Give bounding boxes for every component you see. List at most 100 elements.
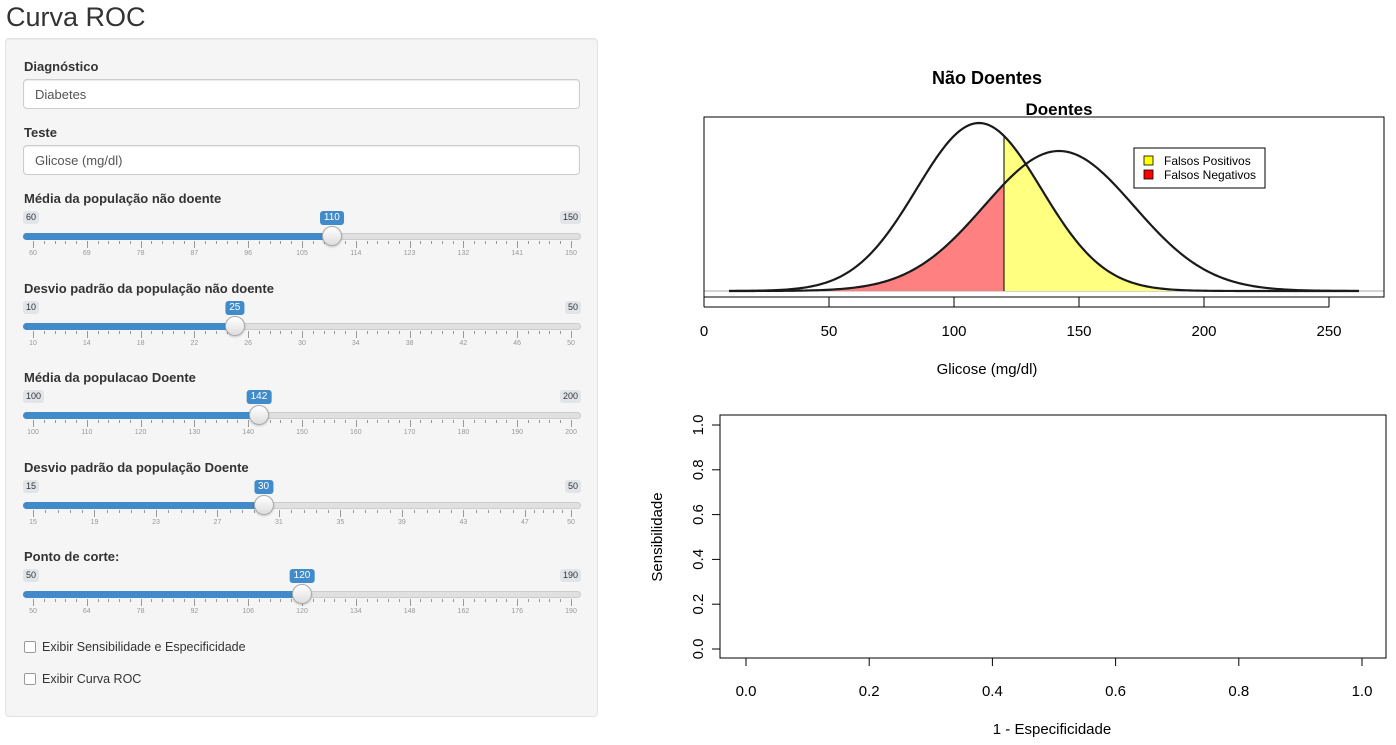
slider-minor-tick — [552, 510, 554, 513]
slider-minor-tick — [431, 599, 433, 602]
slider-minor-tick — [192, 510, 194, 513]
slider-minor-tick — [431, 420, 433, 423]
slider-minor-tick — [97, 599, 99, 602]
slider-dp-nao-doente[interactable]: 10 50 25 10 14 18 22 26 30 34 38 42 46 50 — [23, 301, 581, 361]
slider-minor-tick — [474, 420, 476, 423]
slider-handle[interactable] — [292, 584, 312, 604]
slider-minor-tick — [129, 331, 131, 334]
slider-handle[interactable] — [224, 316, 245, 336]
slider-handle[interactable] — [253, 495, 274, 515]
roc-plot-frame — [719, 414, 1387, 659]
slider-minor-tick — [538, 331, 540, 334]
slider-minor-tick — [420, 599, 422, 602]
slider-minor-tick — [388, 241, 390, 244]
slider-minor-tick — [97, 331, 99, 334]
slider-tick — [248, 599, 250, 606]
slider-minor-tick — [172, 241, 174, 244]
slider-minor-tick — [334, 420, 336, 423]
exibir-sens-espec-checkbox[interactable]: Exibir Sensibilidade e Especificidade — [24, 639, 246, 655]
slider-minor-tick — [441, 599, 443, 602]
slider-handle[interactable] — [248, 405, 269, 425]
slider-minor-tick — [474, 599, 476, 602]
slider-ponto-corte[interactable]: 50 190 120 50 64 78 92 106 120 134 148 162 176 190 — [23, 569, 581, 629]
slider-minor-tick — [452, 420, 454, 423]
slider-minor-tick — [291, 510, 293, 513]
slider-media-nao-doente[interactable]: 60 150 110 60 69 78 87 96 105 114 123 132 141 150 — [23, 211, 581, 271]
roc-x-tick-label: 0.4 — [982, 683, 1003, 700]
slider-minor-tick — [377, 241, 379, 244]
exibir-curva-roc-checkbox[interactable]: Exibir Curva ROC — [24, 671, 141, 687]
slider-tick-label: 78 — [136, 250, 145, 257]
slider-dp-doente[interactable]: 15 50 30 15 19 23 27 31 35 39 43 47 50 — [23, 480, 581, 540]
slider-minor-tick — [280, 599, 282, 602]
teste-input[interactable] — [23, 145, 580, 175]
slider-minor-tick — [441, 331, 443, 334]
slider-tick-label: 150 — [565, 250, 577, 257]
slider-minor-tick — [215, 599, 217, 602]
slider-minor-tick — [65, 241, 67, 244]
slider-tick-label: 150 — [296, 429, 308, 436]
density-x-axis-label: Glicose (mg/dl) — [937, 361, 1038, 378]
slider-minor-tick — [527, 599, 529, 602]
slider-minor-tick — [57, 510, 59, 513]
page-title: Curva ROC — [6, 2, 146, 32]
slider-minor-tick — [452, 241, 454, 244]
slider-minor-tick — [269, 420, 271, 423]
checkbox-box[interactable] — [24, 641, 36, 653]
slider-minor-tick — [258, 241, 260, 244]
slider-minor-tick — [172, 331, 174, 334]
slider-tick — [463, 241, 465, 248]
slider-minor-tick — [65, 420, 67, 423]
diagnostico-input[interactable] — [23, 79, 580, 109]
checkbox-label: Exibir Sensibilidade e Especificidade — [42, 640, 246, 654]
slider-tick-label: 31 — [275, 519, 283, 526]
roc-y-tick-label: 1.0 — [690, 415, 707, 436]
slider-minor-tick — [162, 420, 164, 423]
slider-tick — [33, 599, 34, 606]
slider-tick-label: 92 — [190, 608, 199, 615]
slider-tick-label: 134 — [349, 608, 362, 615]
slider-minor-tick — [215, 241, 217, 244]
slider-handle[interactable] — [321, 226, 342, 246]
density-plot: Não Doentes Doentes 0 50 100 150 200 250 Glic… — [700, 68, 1385, 378]
slider-minor-tick — [151, 241, 153, 244]
slider-minor-tick — [543, 510, 545, 513]
slider-minor-tick — [162, 331, 164, 334]
slider-tick — [409, 241, 411, 248]
slider-minor-tick — [269, 331, 271, 334]
slider-minor-tick — [426, 510, 428, 513]
slider-minor-tick — [388, 331, 390, 334]
slider-minor-tick — [484, 331, 486, 334]
density-legend: Falsos Positivos Falsos Negativos — [1133, 147, 1266, 189]
checkbox-box[interactable] — [24, 673, 36, 685]
slider-media-doente[interactable]: 100 200 142 100 110 120 130 140 150 160 170 180 190 2… — [23, 390, 581, 450]
slider-minor-tick — [76, 420, 78, 423]
slider-minor-tick — [334, 599, 336, 602]
slider-minor-tick — [119, 331, 121, 334]
slider-tick — [517, 331, 519, 338]
slider-tick-label: 140 — [242, 429, 255, 436]
slider-minor-tick — [538, 599, 540, 602]
slider-minor-tick — [254, 510, 256, 513]
slider-tick-label: 60 — [29, 250, 37, 257]
slider-minor-tick — [366, 331, 368, 334]
slider-value-label: 110 — [319, 211, 344, 225]
density-x-tick-label: 50 — [821, 323, 838, 340]
slider-tick-label: 110 — [81, 429, 93, 436]
slider-minor-tick — [323, 599, 325, 602]
slider-label-ponto-corte: Ponto de corte: — [24, 549, 120, 564]
slider-max-label: 50 — [564, 301, 581, 314]
slider-minor-tick — [312, 331, 314, 334]
slider-minor-tick — [366, 599, 368, 602]
slider-tick — [217, 510, 219, 517]
slider-tick — [355, 420, 357, 427]
slider-minor-tick — [108, 420, 110, 423]
slider-minor-tick — [312, 241, 314, 244]
slider-minor-tick — [269, 241, 271, 244]
roc-plot: 0.0 0.2 0.4 0.6 0.8 1.0 0.0 0.2 0.4 0.6 0.8 1.0 1 -… — [649, 414, 1387, 738]
slider-minor-tick — [377, 420, 379, 423]
slider-minor-tick — [162, 599, 164, 602]
slider-minor-tick — [441, 420, 443, 423]
slider-tick-label: 200 — [565, 429, 577, 436]
slider-tick-label: 34 — [351, 340, 360, 347]
